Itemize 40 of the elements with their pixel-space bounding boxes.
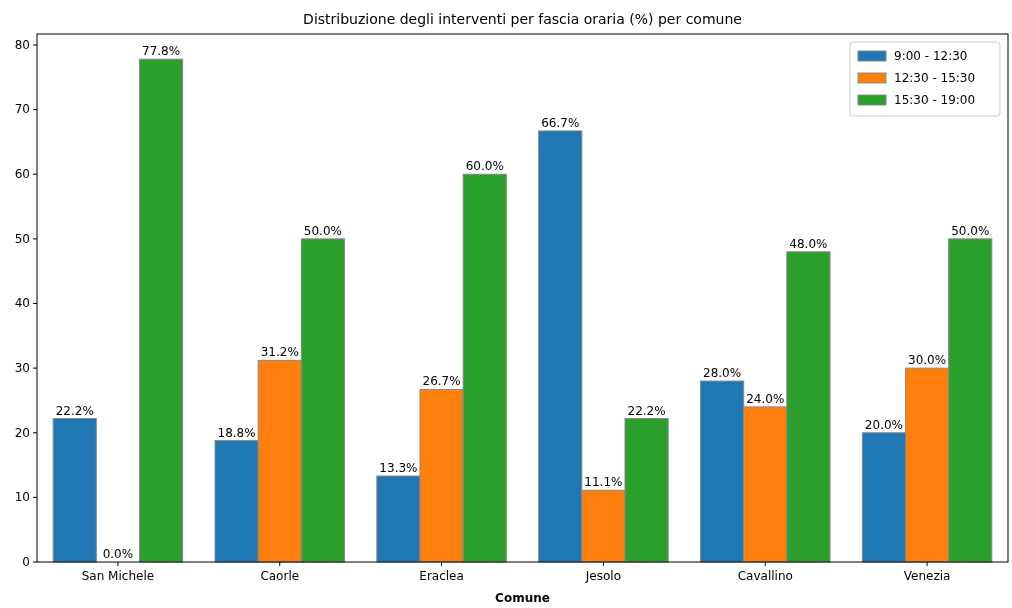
data-label: 66.7% (541, 115, 580, 130)
data-label: 24.0% (746, 391, 785, 406)
data-label: 20.0% (864, 417, 903, 432)
y-tick-label: 0 (22, 554, 30, 569)
x-tick-label: Eraclea (419, 569, 464, 583)
bar (52, 418, 97, 563)
x-tick-label: Caorle (260, 569, 300, 583)
x-tick-label: Jesolo (584, 569, 622, 583)
legend-label: 12:30 - 15:30 (894, 71, 976, 85)
x-tick-label: Venezia (903, 569, 951, 583)
x-tick-label: Cavallino (737, 569, 793, 583)
y-tick-label: 40 (14, 296, 30, 311)
data-label: 22.2% (627, 403, 666, 418)
x-tick-label: San Michele (81, 569, 155, 583)
y-tick-label: 30 (14, 360, 30, 375)
data-label: 50.0% (951, 223, 990, 238)
y-tick-label: 80 (14, 37, 30, 52)
x-axis-title: Comune (495, 591, 550, 605)
y-tick-label: 20 (14, 425, 30, 440)
data-label: 60.0% (465, 159, 504, 174)
data-label: 26.7% (422, 374, 461, 389)
data-label: 11.1% (584, 475, 623, 490)
y-tick-label: 70 (14, 102, 30, 117)
legend-label: 9:00 - 12:30 (894, 49, 968, 63)
data-label: 18.8% (217, 425, 256, 440)
data-label: 50.0% (303, 223, 342, 238)
legend-label: 15:30 - 19:00 (894, 93, 976, 107)
data-label: 30.0% (908, 353, 947, 368)
bar (138, 58, 184, 563)
y-tick-label: 10 (14, 490, 30, 505)
chart-title: Distribuzione degli interventi per fascia oraria (%) per comune (303, 11, 742, 27)
data-label: 28.0% (703, 366, 742, 381)
y-tick-label: 50 (14, 231, 30, 246)
y-tick-label: 60 (14, 167, 30, 182)
data-label: 22.2% (55, 403, 94, 418)
data-label: 77.8% (142, 44, 181, 59)
data-label: 31.2% (260, 345, 299, 360)
data-label: 48.0% (789, 236, 828, 251)
data-label: 0.0% (102, 547, 134, 561)
data-label: 13.3% (379, 461, 418, 476)
